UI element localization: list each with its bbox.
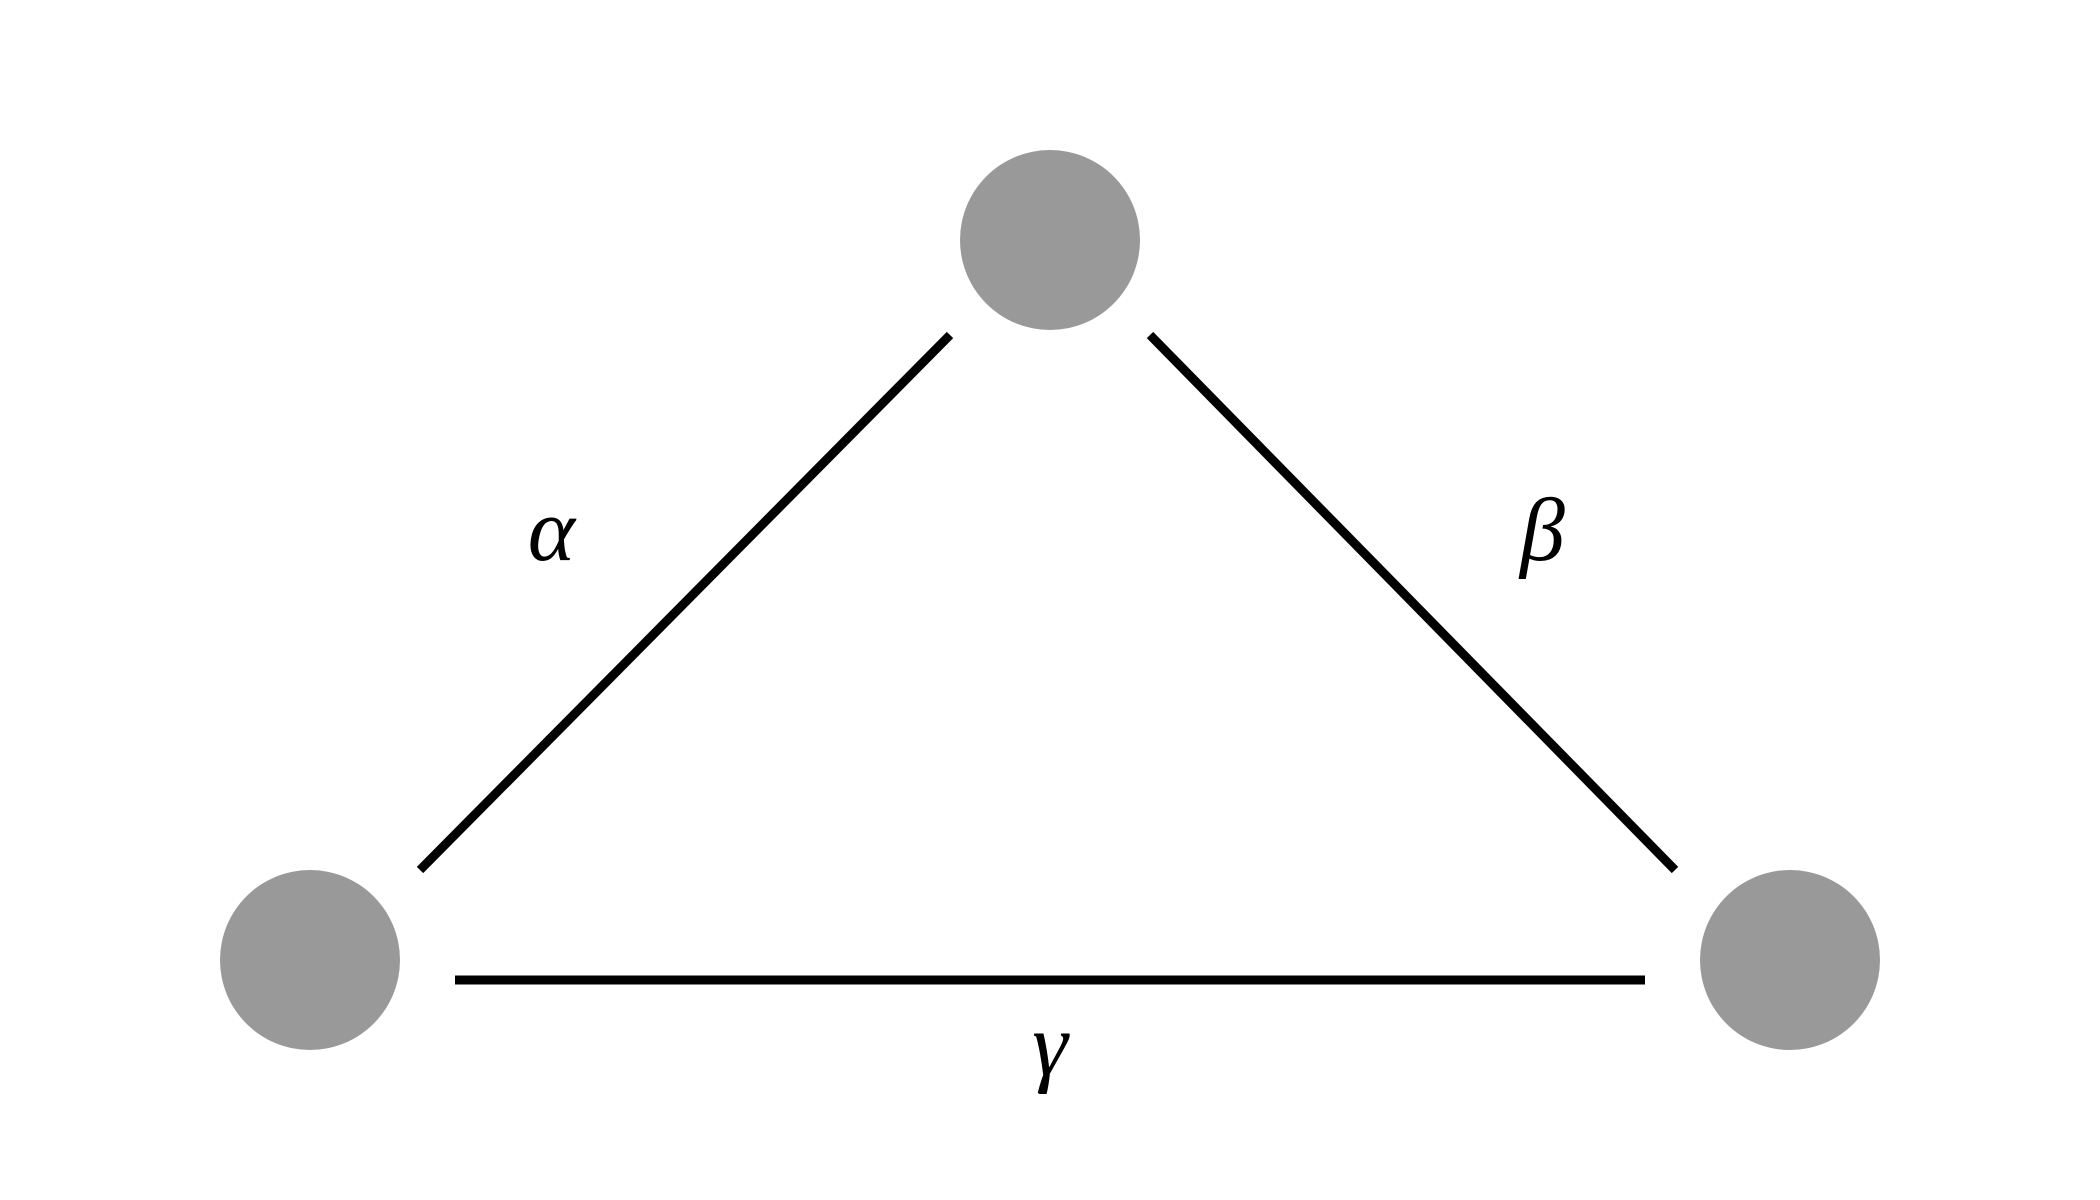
node-bottom_left xyxy=(220,870,400,1050)
node-bottom_right xyxy=(1700,870,1880,1050)
edge-label-alpha: α xyxy=(528,481,577,580)
edge-alpha xyxy=(420,335,950,870)
edge-label-beta: β xyxy=(1518,481,1565,580)
edge-beta xyxy=(1150,335,1675,870)
edge-label-gamma: γ xyxy=(1032,996,1070,1095)
triangle-graph: α β γ xyxy=(0,0,2100,1200)
node-top xyxy=(960,150,1140,330)
